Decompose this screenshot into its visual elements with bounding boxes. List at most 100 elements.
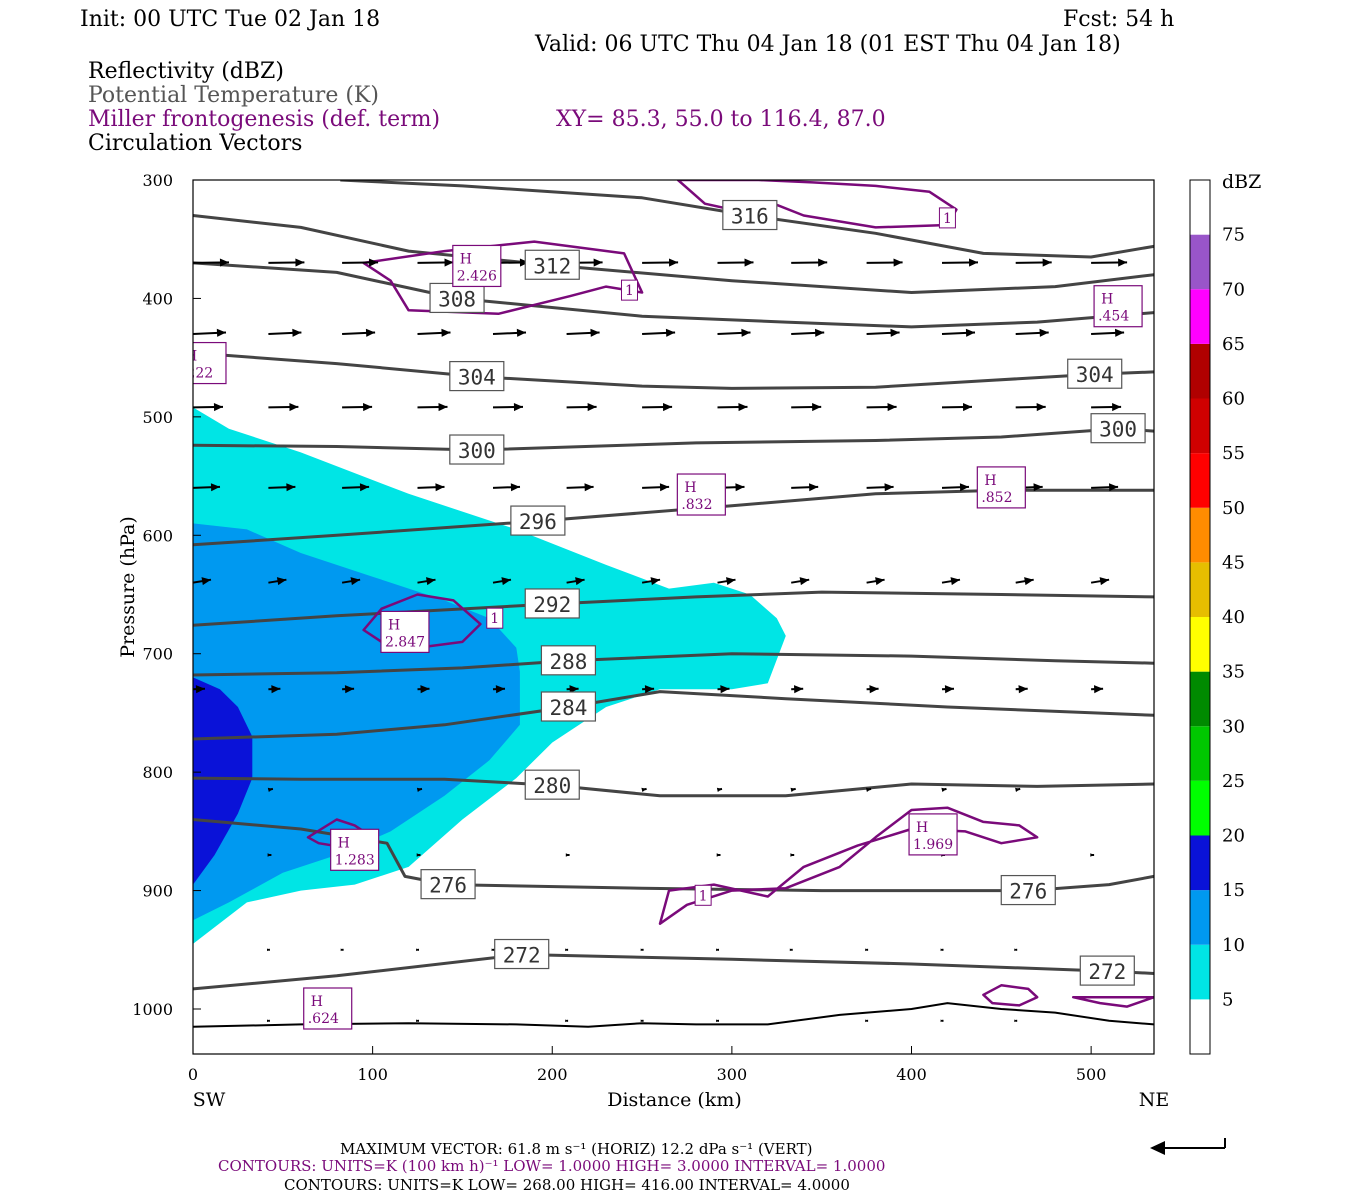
svg-text:276: 276 [1009,880,1047,904]
circulation-vector [1090,577,1110,586]
circulation-vector [941,328,976,337]
header: Init: 00 UTC Tue 02 Jan 18 Fcst: 54 h Va… [80,7,1174,156]
circulation-vector [416,853,421,857]
svg-text:272: 272 [1088,960,1126,984]
circulation-vector [866,577,885,586]
circulation-vector [865,948,869,952]
colorbar-tick-label: 20 [1222,826,1245,847]
frontogenesis-max-label: H1.969 [908,813,958,856]
x-tick-label: 100 [357,1065,388,1084]
colorbar-frame [1189,179,1211,1055]
circulation-vector [1091,258,1128,267]
circulation-vector [642,258,679,267]
svg-text:H: H [185,349,197,365]
svg-text:2.847: 2.847 [385,634,425,650]
footer: MAXIMUM VECTOR: 61.8 m s⁻¹ (HORIZ) 12.2 … [218,1138,1226,1194]
circulation-vector [193,577,212,586]
theta-label: 288 [540,645,597,676]
max-vector-note: MAXIMUM VECTOR: 61.8 m s⁻¹ (HORIZ) 12.2 … [340,1140,812,1158]
circulation-vector [866,685,879,694]
colorbar-tick-label: 30 [1222,716,1245,737]
circulation-vector [1090,853,1095,857]
circulation-vector [417,483,445,492]
theta-contour-312 [193,214,1154,294]
reflectivity-region-10dbz [193,523,520,921]
field-theta: Potential Temperature (K) [88,83,379,108]
frontogenesis-contour [1071,995,1154,1008]
x-tick-label: 0 [188,1065,198,1084]
circulation-vector [791,685,804,694]
circulation-vector [941,403,973,412]
y-tick-label: 500 [142,408,173,427]
circulation-vector [1015,328,1049,337]
svg-text:288: 288 [549,650,587,674]
x-tick-label: 300 [717,1065,748,1084]
circulation-vector [940,948,944,952]
y-tick-label: 600 [142,526,173,545]
field-vectors: Circulation Vectors [88,131,302,156]
circulation-vector [565,948,569,952]
colorbar-unit: dBZ [1222,171,1261,193]
frontogenesis-max-label: H1.283 [330,828,380,871]
colorbar-box [1190,507,1210,563]
svg-text:2.426: 2.426 [457,268,497,284]
circulation-vector [267,787,274,792]
circulation-vector [342,403,373,412]
svg-text:H: H [388,617,400,633]
theta-contour-note: CONTOURS: UNITS=K LOW= 268.00 HIGH= 416.… [284,1176,850,1194]
circulation-vector [193,483,221,492]
circulation-vector [492,685,506,694]
frontogenesis-contour-label: 1 [486,607,504,629]
circulation-vector [341,577,361,586]
circulation-vector [941,787,947,792]
axes: 0 100 200 300 400 500 300 400 500 600 700 800 900 100… [117,171,1169,1111]
theta-label: 292 [524,588,580,619]
frontogenesis-contour-note: CONTOURS: UNITS=K (100 km h)⁻¹ LOW= 1.00… [218,1157,885,1175]
theta-label: 276 [420,869,476,900]
frontogenesis-max-label: H.852 [976,466,1026,509]
frontogenesis-max-label: H2.847 [380,610,430,653]
field-frontogenesis: Miller frontogenesis (def. term) [88,107,440,132]
circulation-vector [342,258,379,267]
circulation-vector [791,328,825,337]
circulation-vector [267,948,270,952]
theta-contour-300 [193,427,1154,452]
init-time: Init: 00 UTC Tue 02 Jan 18 [80,7,380,32]
theta-contour-292 [193,590,1154,627]
colorbar-box [1190,726,1210,781]
circulation-vector [268,577,287,586]
circulation-vector [716,787,723,792]
frontogenesis-contour [676,180,958,229]
colorbar-box [1190,398,1210,454]
circulation-vector [717,258,754,267]
circulation-vector [1015,787,1021,792]
svg-text:H: H [916,820,928,836]
reflectivity-region-15dbz [193,677,253,885]
frontogenesis-max-label: H2.426 [452,244,502,288]
circulation-vector [416,948,419,952]
x-tick-label: 500 [1076,1065,1107,1084]
colorbar-tick-label: 45 [1222,552,1245,573]
circulation-vector [1091,685,1104,694]
y-tick-label: 900 [142,882,173,901]
circulation-vector [566,328,600,337]
circulation-vector [641,787,647,792]
circulation-vector [268,258,305,267]
circulation-vector [642,685,655,694]
y-tick-label: 300 [142,171,173,190]
y-axis-title: Pressure (hPa) [117,516,139,658]
svg-text:316: 316 [731,205,769,229]
circulation-vector [492,403,524,412]
colorbar-tick-label: 75 [1222,225,1245,246]
plot-frame [192,179,1155,1055]
svg-text:H: H [984,473,996,489]
circulation-vector [790,787,796,792]
colorbar-tick-label: 70 [1222,279,1245,300]
svg-text:300: 300 [458,439,496,463]
colorbar-box [1190,671,1210,727]
circulation-vector [417,685,430,694]
circulation-vector [1014,1019,1018,1023]
theta-label: 308 [429,282,485,314]
svg-text:1: 1 [625,283,634,299]
svg-text:312: 312 [533,254,571,278]
